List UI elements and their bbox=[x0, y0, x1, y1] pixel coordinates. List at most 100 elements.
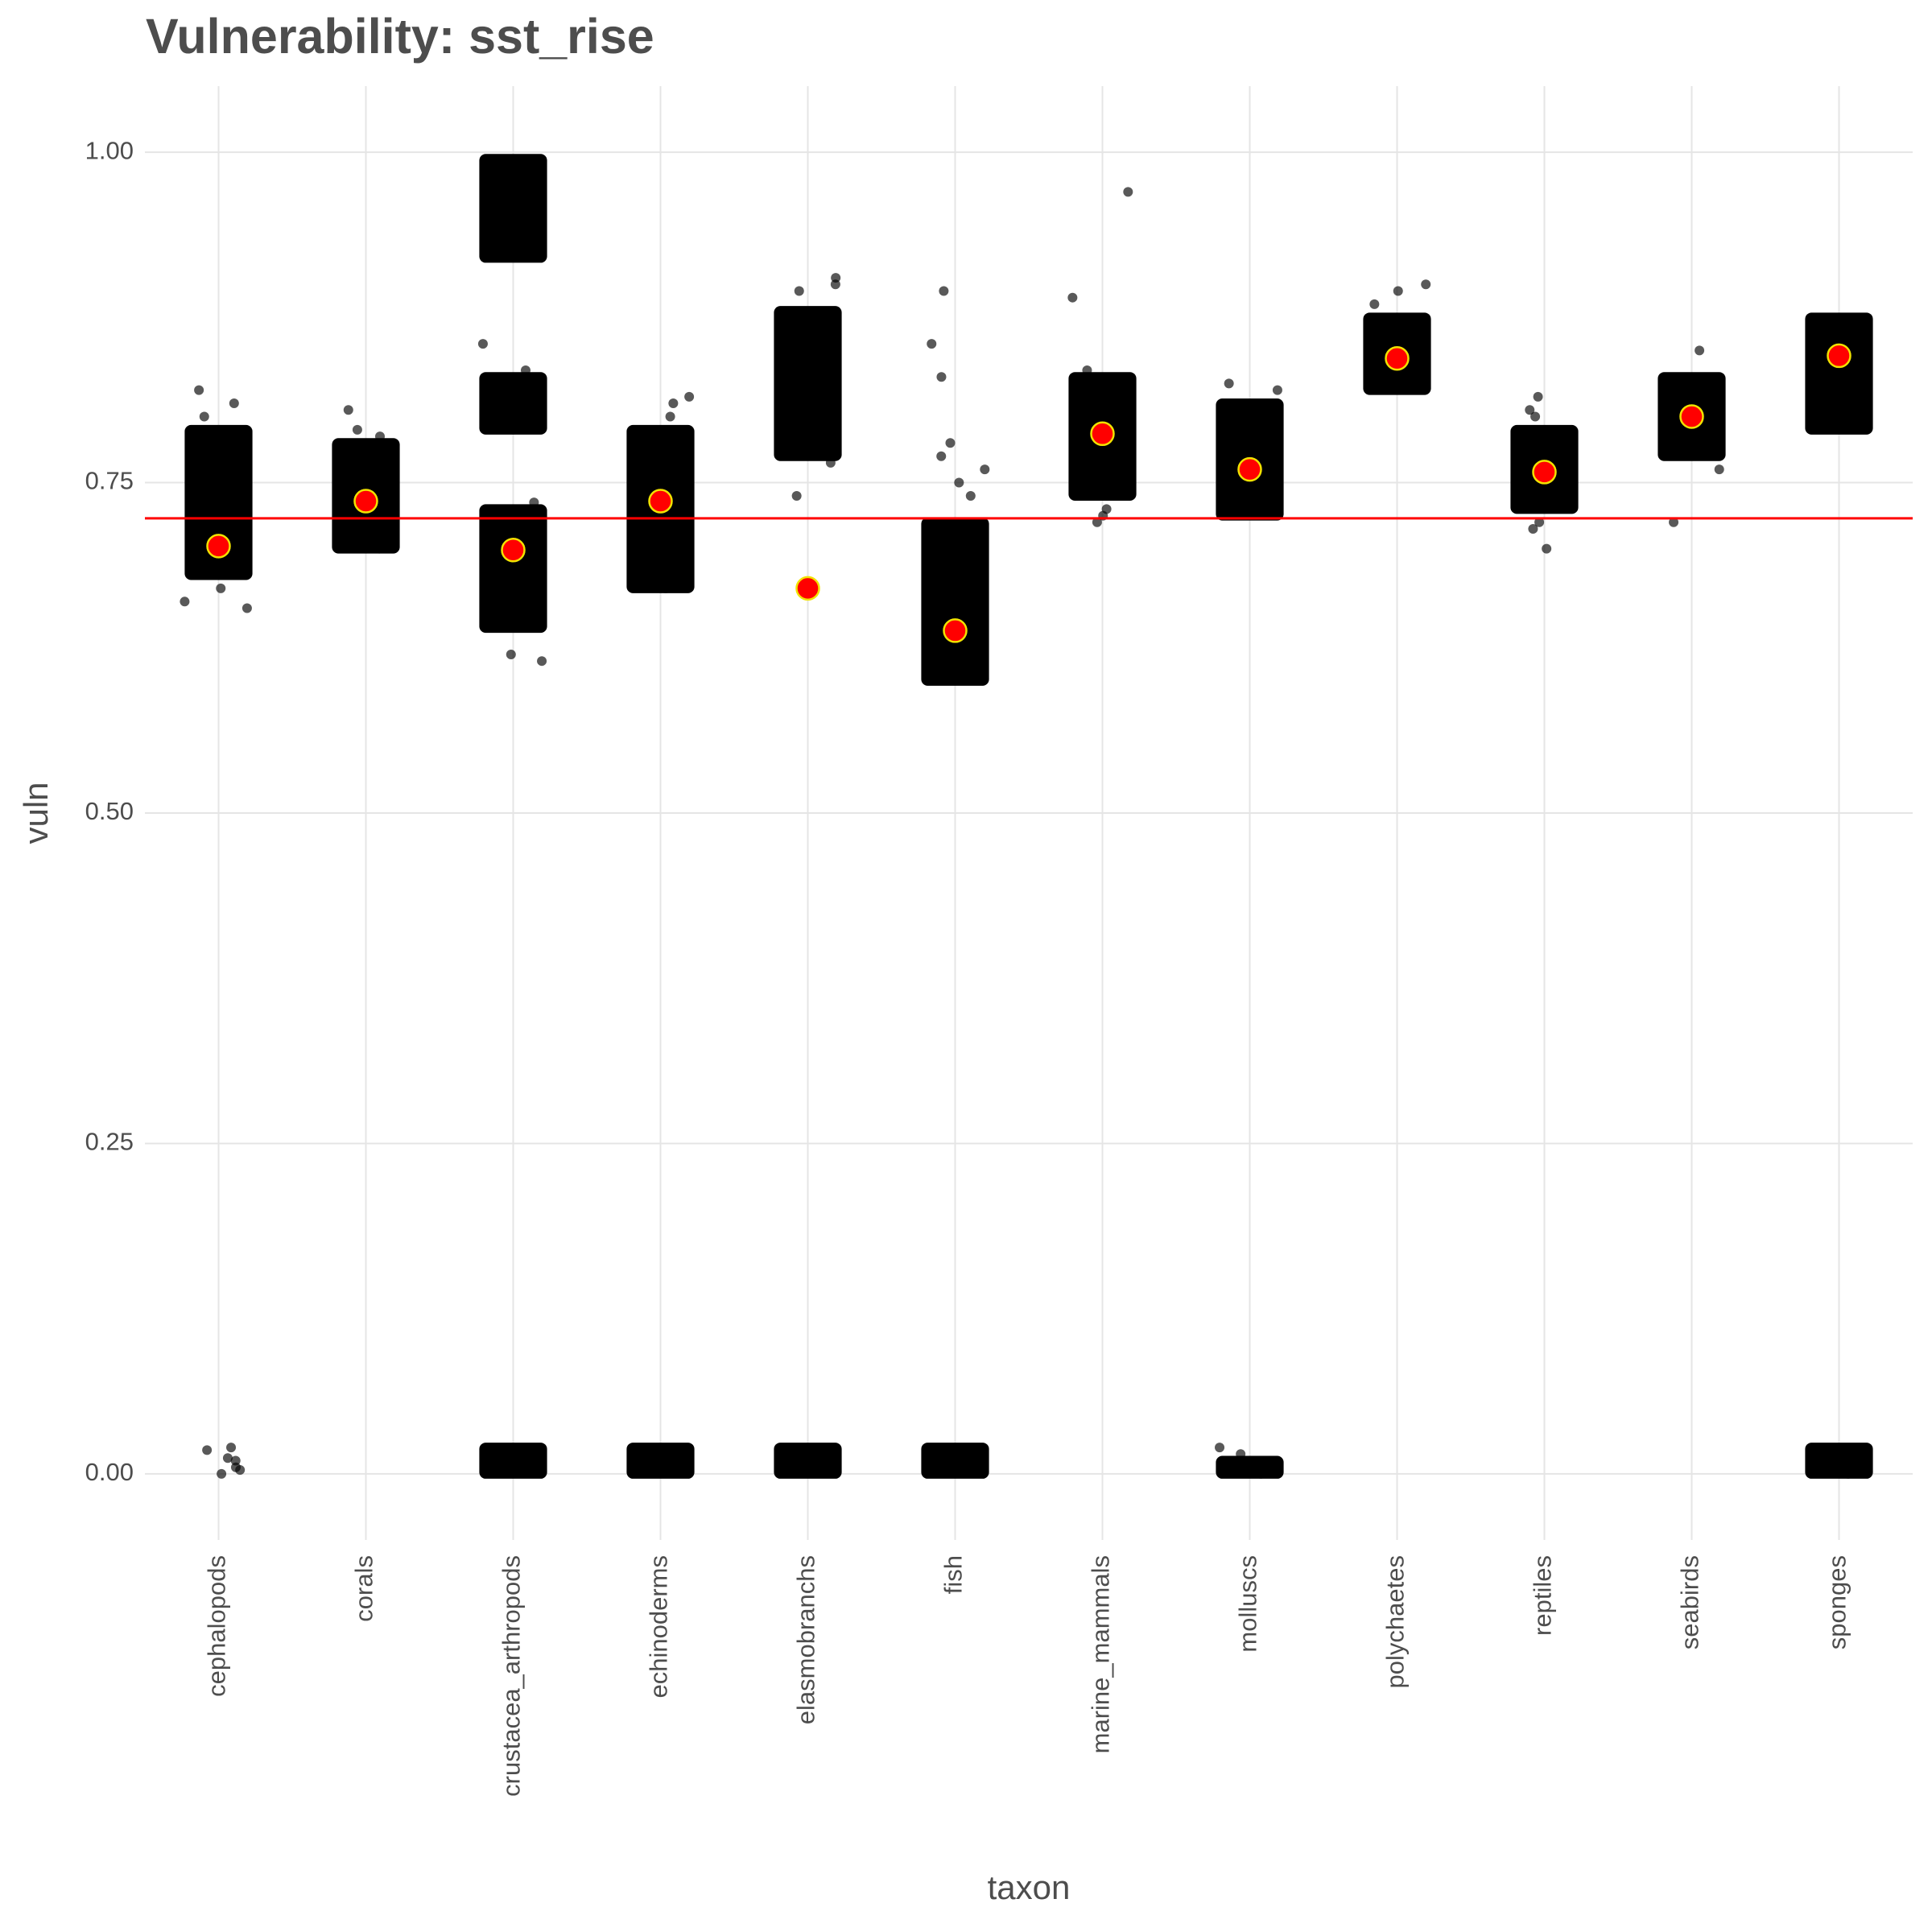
point bbox=[1067, 292, 1078, 303]
x-tick-label: seabirds bbox=[1676, 1555, 1704, 1649]
point bbox=[830, 279, 840, 290]
x-tick-label: crustacea_arthropods bbox=[497, 1555, 526, 1797]
point bbox=[235, 1464, 246, 1475]
point bbox=[194, 385, 204, 395]
y-tick-label: 1.00 bbox=[85, 136, 134, 164]
mean-point bbox=[1827, 343, 1852, 369]
point bbox=[1256, 1468, 1266, 1479]
point bbox=[1421, 279, 1431, 290]
point bbox=[375, 431, 386, 442]
point bbox=[825, 457, 836, 468]
point bbox=[1528, 524, 1538, 535]
chart-title: Vulnerability: sst_rise bbox=[146, 9, 654, 64]
y-tick-label: 0.00 bbox=[85, 1458, 134, 1486]
y-tick-label: 0.75 bbox=[85, 467, 134, 495]
x-tick-label: reptiles bbox=[1529, 1555, 1557, 1636]
point bbox=[684, 391, 695, 402]
point bbox=[1695, 345, 1705, 356]
point-cloud bbox=[626, 1443, 695, 1479]
x-tick-label: polychaetes bbox=[1381, 1555, 1410, 1688]
point bbox=[661, 583, 671, 593]
point bbox=[939, 286, 949, 296]
point bbox=[794, 286, 804, 296]
point bbox=[936, 372, 947, 382]
point-cloud bbox=[1216, 1455, 1284, 1479]
x-tick-label: cephalopods bbox=[203, 1555, 231, 1697]
mean-point bbox=[1090, 421, 1115, 447]
x-tick-label: echinoderms bbox=[645, 1555, 673, 1698]
point bbox=[217, 1468, 227, 1479]
point bbox=[665, 411, 675, 422]
point bbox=[668, 398, 679, 409]
mean-point bbox=[1679, 404, 1704, 429]
x-tick-label: molluscs bbox=[1234, 1555, 1262, 1653]
point bbox=[945, 438, 956, 448]
x-tick-label: sponges bbox=[1823, 1555, 1852, 1649]
point bbox=[1272, 385, 1282, 395]
point-cloud bbox=[774, 1443, 842, 1479]
mean-point bbox=[1385, 345, 1410, 371]
mean-point bbox=[943, 618, 968, 643]
point bbox=[506, 649, 516, 659]
point bbox=[529, 497, 539, 508]
point bbox=[1525, 405, 1535, 415]
mean-point bbox=[648, 489, 673, 514]
point bbox=[1542, 543, 1552, 554]
point bbox=[1831, 1449, 1841, 1459]
point bbox=[954, 477, 964, 488]
point bbox=[242, 603, 252, 613]
point bbox=[199, 411, 209, 422]
point bbox=[1123, 187, 1133, 197]
point bbox=[226, 1443, 237, 1453]
point bbox=[216, 583, 226, 593]
point bbox=[1534, 517, 1545, 527]
point bbox=[1714, 464, 1724, 475]
point bbox=[1393, 286, 1403, 296]
x-tick-label: elasmobranchs bbox=[792, 1555, 820, 1724]
point bbox=[1236, 1449, 1246, 1459]
point bbox=[1533, 391, 1543, 402]
point bbox=[1224, 378, 1234, 389]
mean-point bbox=[501, 538, 526, 563]
y-axis-title: vuln bbox=[17, 782, 55, 844]
point bbox=[374, 543, 385, 554]
x-tick-label: marine_mammals bbox=[1087, 1555, 1115, 1753]
mean-point bbox=[1237, 456, 1262, 482]
point bbox=[1234, 1462, 1245, 1472]
point bbox=[1092, 517, 1102, 527]
x-tick-label: fish bbox=[939, 1555, 968, 1594]
point bbox=[965, 490, 976, 501]
point-cloud bbox=[921, 1443, 989, 1479]
point bbox=[229, 398, 239, 409]
point-cloud bbox=[774, 306, 842, 461]
point bbox=[936, 451, 947, 461]
point bbox=[352, 424, 362, 435]
point bbox=[477, 339, 488, 349]
point bbox=[202, 1445, 213, 1455]
y-tick-label: 0.50 bbox=[85, 797, 134, 825]
point bbox=[180, 597, 190, 607]
point bbox=[927, 339, 937, 349]
point bbox=[1215, 1443, 1225, 1453]
point bbox=[980, 464, 990, 475]
point-cloud bbox=[184, 424, 253, 580]
point bbox=[537, 656, 547, 667]
mean-point bbox=[795, 576, 820, 601]
point bbox=[343, 405, 353, 415]
x-axis-title: taxon bbox=[988, 1868, 1071, 1906]
point-cloud bbox=[479, 504, 547, 634]
point bbox=[1669, 517, 1679, 527]
point bbox=[1843, 1468, 1853, 1479]
y-tick-label: 0.25 bbox=[85, 1128, 134, 1156]
point bbox=[520, 365, 530, 375]
point-cloud bbox=[921, 517, 989, 686]
point bbox=[791, 490, 802, 501]
point-cloud bbox=[1805, 312, 1873, 435]
point bbox=[1530, 411, 1541, 422]
mean-point bbox=[206, 534, 231, 559]
point bbox=[1369, 299, 1380, 309]
x-tick-label: corals bbox=[350, 1555, 378, 1622]
point bbox=[1082, 365, 1092, 375]
point-cloud bbox=[479, 372, 547, 435]
